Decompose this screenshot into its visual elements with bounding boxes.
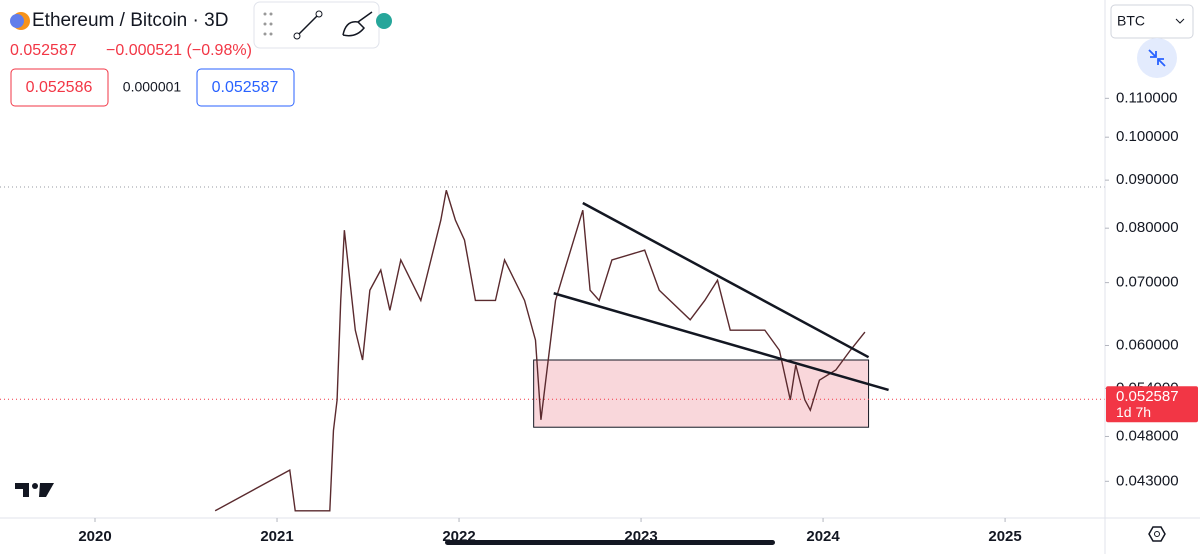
- last-price-label: 0.052587: [1116, 388, 1179, 405]
- drag-handle: [269, 22, 273, 26]
- countdown: 1d 7h: [1116, 404, 1151, 420]
- change: −0.000521 (−0.98%): [106, 42, 252, 59]
- last-price-tag: [1106, 386, 1198, 423]
- brush-tool[interactable]: [342, 11, 373, 37]
- trendline: [553, 292, 889, 392]
- settings-button[interactable]: [1148, 526, 1166, 542]
- x-tick-label: 2025: [988, 528, 1021, 545]
- drag-handle: [269, 32, 273, 36]
- settings-icon: [1154, 531, 1160, 537]
- status-dot: [376, 13, 392, 29]
- x-tick-label: 2024: [806, 528, 840, 545]
- y-tick-label: 0.070000: [1116, 274, 1179, 291]
- range-box: [533, 359, 870, 428]
- drag-handle: [263, 22, 267, 26]
- y-tick-label: 0.048000: [1116, 427, 1179, 444]
- symbol-title: Ethereum / Bitcoin · 3D: [32, 10, 228, 31]
- currency: BTC: [1117, 13, 1145, 29]
- sell-button[interactable]: [10, 68, 109, 107]
- y-tick-label: 0.100000: [1116, 128, 1179, 145]
- drag-handle: [263, 12, 267, 16]
- symbol-icon: [10, 14, 24, 28]
- x-tick-label: 2021: [260, 528, 293, 545]
- collapse-button[interactable]: [1137, 38, 1177, 78]
- x-tick-label: 2022: [442, 528, 475, 545]
- dropdown-arrow: [1175, 18, 1185, 24]
- trendline: [582, 201, 870, 359]
- price: 0.052587: [10, 42, 77, 59]
- y-tick-label: 0.080000: [1116, 219, 1179, 236]
- y-tick-label: 0.090000: [1116, 171, 1179, 188]
- ask: 0.052587: [212, 79, 279, 96]
- currency-select[interactable]: [1110, 4, 1194, 39]
- plot: [0, 186, 1105, 512]
- collapse-icon: [1148, 49, 1166, 67]
- bid: 0.052586: [26, 79, 93, 96]
- drag-handle: [269, 12, 273, 16]
- y-tick-label: 0.043000: [1116, 472, 1179, 489]
- x-tick-label: 2020: [78, 528, 111, 545]
- y-tick-label: 0.110000: [1116, 89, 1177, 106]
- tv-logo: [15, 483, 54, 497]
- drag-handle: [263, 32, 267, 36]
- x-tick-label: 2023: [624, 528, 657, 545]
- drawing-toolbar: [253, 1, 392, 49]
- spread: 0.000001: [123, 79, 182, 95]
- scrollbar[interactable]: [445, 540, 775, 545]
- buy-button[interactable]: [196, 68, 295, 107]
- y-tick-label: 0.060000: [1116, 336, 1179, 353]
- trendline-tool[interactable]: [293, 10, 323, 40]
